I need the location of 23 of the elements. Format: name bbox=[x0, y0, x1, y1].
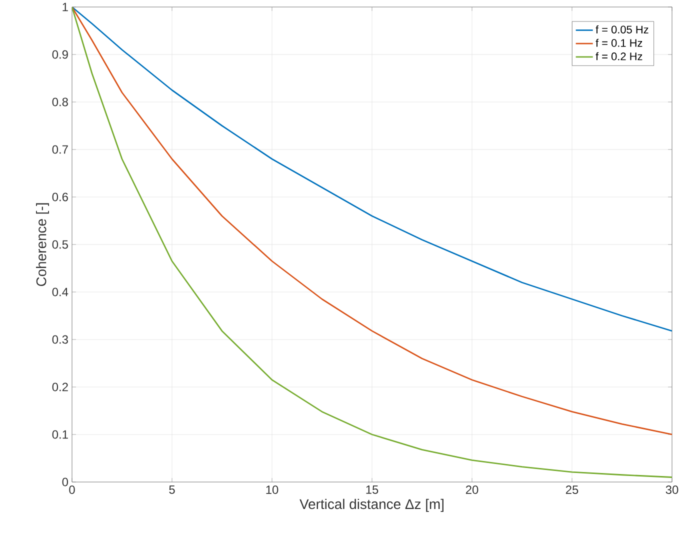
x-tick-label: 10 bbox=[266, 486, 278, 494]
y-axis-title: Coherence [-] bbox=[36, 203, 50, 286]
y-tick-label: 0.6 bbox=[52, 192, 68, 202]
legend-label: f = 0.05 Hz bbox=[596, 25, 648, 34]
y-tick-label: 0.1 bbox=[52, 430, 68, 439]
y-tick-label: 1 bbox=[62, 2, 68, 12]
x-tick-label: 25 bbox=[566, 486, 578, 494]
y-tick-label: 0 bbox=[62, 478, 68, 486]
y-tick-label: 0.9 bbox=[52, 50, 68, 59]
x-tick-label: 30 bbox=[666, 486, 678, 494]
y-tick-label: 0.3 bbox=[52, 335, 68, 344]
x-tick-label: 5 bbox=[169, 486, 175, 494]
x-tick-label: 15 bbox=[366, 486, 378, 494]
x-axis-title: Vertical distance Δz [m] bbox=[300, 498, 444, 512]
x-tick-label: 0 bbox=[69, 486, 75, 494]
y-tick-label: 0.7 bbox=[52, 145, 68, 154]
y-tick-label: 0.8 bbox=[52, 98, 68, 106]
y-tick-label: 0.2 bbox=[52, 382, 68, 392]
y-tick-label: 0.5 bbox=[52, 240, 68, 249]
legend-label: f = 0.1 Hz bbox=[596, 38, 642, 47]
y-tick-label: 0.4 bbox=[52, 288, 68, 296]
legend-label: f = 0.2 Hz bbox=[596, 52, 642, 60]
x-tick-label: 20 bbox=[466, 486, 478, 494]
